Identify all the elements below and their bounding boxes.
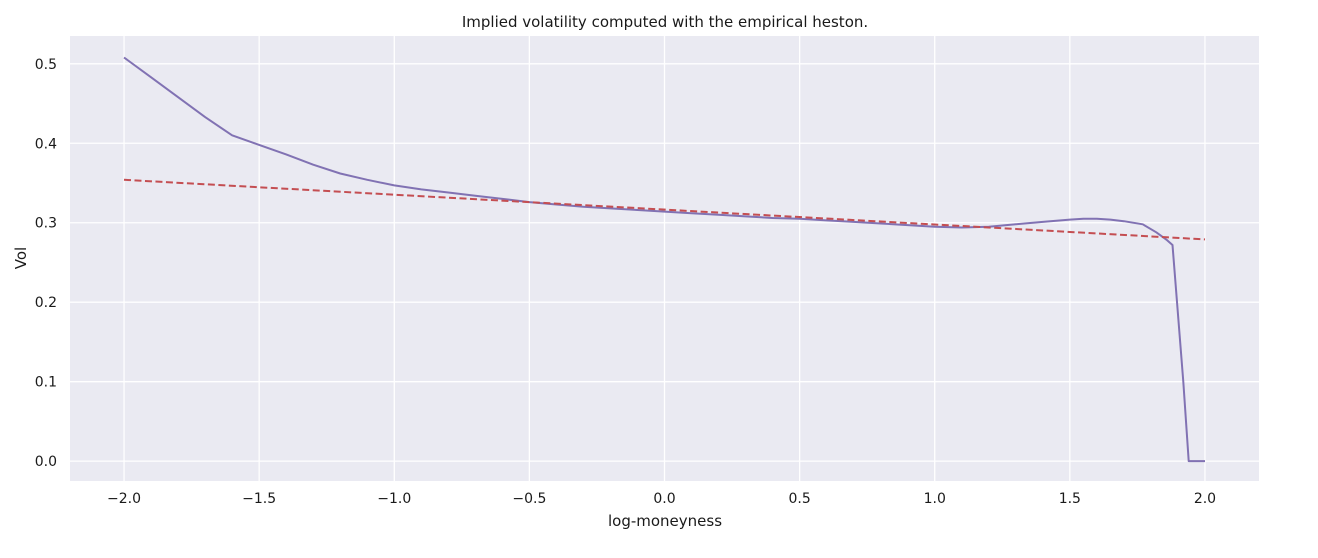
x-tick-label: −0.5 (512, 491, 546, 507)
x-axis-label: log-moneyness (608, 512, 722, 530)
x-tick-label: 0.0 (653, 491, 675, 507)
y-axis-label: Vol (12, 247, 30, 269)
x-tick-label: 1.0 (924, 491, 946, 507)
x-tick-label: 2.0 (1194, 491, 1216, 507)
y-tick-label: 0.5 (35, 57, 57, 73)
x-tick-label: −2.0 (107, 491, 141, 507)
x-ticks: −2.0 −1.5 −1.0 −0.5 0.0 0.5 1.0 1.5 2.0 (107, 491, 1216, 507)
x-tick-label: 0.5 (788, 491, 810, 507)
x-tick-label: −1.5 (242, 491, 276, 507)
solid-series-line (123, 56, 1205, 463)
chart-title: Implied volatility computed with the emp… (462, 13, 868, 31)
x-tick-label: −1.0 (377, 491, 411, 507)
y-ticks: 0.0 0.1 0.2 0.3 0.4 0.5 (35, 57, 57, 470)
grid (70, 36, 1259, 481)
series-layer (123, 56, 1206, 463)
dashed-series-line (123, 178, 1206, 241)
y-tick-label: 0.0 (35, 454, 57, 470)
y-tick-label: 0.2 (35, 295, 57, 311)
y-tick-label: 0.1 (35, 375, 57, 391)
x-tick-label: 1.5 (1059, 491, 1081, 507)
y-tick-label: 0.4 (35, 136, 57, 152)
y-tick-label: 0.3 (35, 216, 57, 232)
